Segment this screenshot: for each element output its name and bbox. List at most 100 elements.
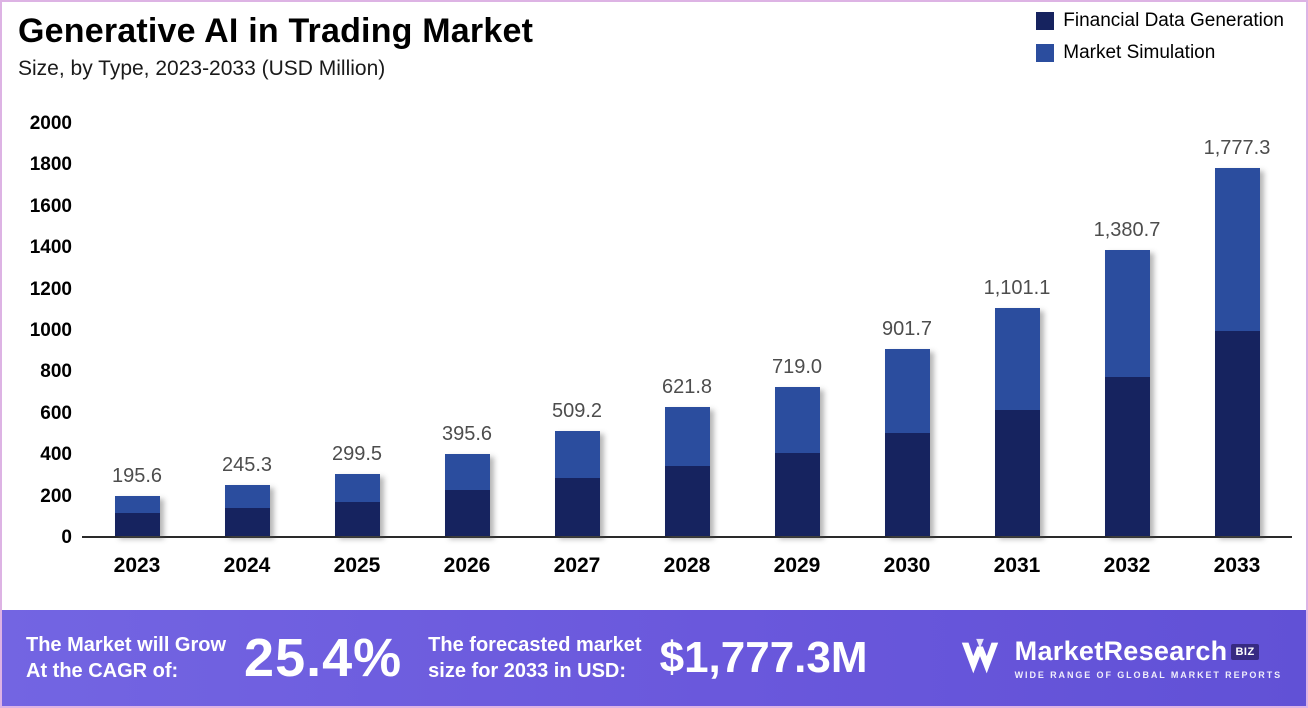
logo-text: MarketResearch BIZ WIDE RANGE OF GLOBAL … xyxy=(1015,636,1282,680)
bar-slot-2031: 1,101.1 xyxy=(962,277,1072,536)
bar-slot-2023: 195.6 xyxy=(82,465,192,536)
bar-segment-financial-data-generation xyxy=(1214,331,1260,536)
cagr-label: The Market will Grow At the CAGR of: xyxy=(26,632,226,684)
bar-segment-market-simulation xyxy=(444,454,490,491)
plot-wrap: 195.6 245.3 299.5 395.6 509.2 621.8 719.0 901.7… xyxy=(82,124,1292,600)
bar-slot-2032: 1,380.7 xyxy=(1072,219,1182,536)
legend-item-financial-data-generation: Financial Data Generation xyxy=(1036,10,1284,32)
bar-total-label: 719.0 xyxy=(771,356,823,379)
bar-segment-financial-data-generation xyxy=(994,409,1040,536)
legend-label: Financial Data Generation xyxy=(1063,10,1284,31)
bar-slot-2026: 395.6 xyxy=(412,423,522,536)
x-axis-label-2030: 2030 xyxy=(883,554,931,577)
bar-slot-2024: 245.3 xyxy=(192,454,302,536)
x-axis-label-2029: 2029 xyxy=(773,554,821,577)
chart-header: Generative AI in Trading Market Size, by… xyxy=(2,2,1306,106)
chart-title: Generative AI in Trading Market xyxy=(18,12,534,50)
bar-segment-financial-data-generation xyxy=(884,432,930,536)
bar-slot-2027: 509.2 xyxy=(522,400,632,536)
plot-area: 195.6 245.3 299.5 395.6 509.2 621.8 719.0 901.7… xyxy=(82,124,1292,538)
logo-suffix-badge: BIZ xyxy=(1231,643,1259,660)
x-axis: 2023 2024 2025 2026 2027 2028 2029 2030 2031 2032… xyxy=(82,554,1292,600)
x-axis-label-2031: 2031 xyxy=(993,554,1041,577)
marketresearch-logo: MarketResearch BIZ WIDE RANGE OF GLOBAL … xyxy=(957,635,1282,681)
bar-segment-financial-data-generation xyxy=(554,478,600,536)
cagr-value: 25.4% xyxy=(244,628,403,688)
y-tick-label: 1000 xyxy=(29,320,72,341)
x-axis-label-2023: 2023 xyxy=(113,554,161,577)
summary-banner: The Market will Grow At the CAGR of: 25.… xyxy=(2,610,1306,706)
bar-segment-financial-data-generation xyxy=(774,453,820,536)
bar-slot-2028: 621.8 xyxy=(632,376,742,536)
y-tick-label: 600 xyxy=(40,402,72,424)
y-tick-label: 400 xyxy=(40,444,72,466)
bar-total-label: 299.5 xyxy=(331,443,383,466)
marketresearch-logo-icon xyxy=(961,638,998,674)
bar-total-label: 195.6 xyxy=(111,464,163,487)
logo-name: MarketResearch xyxy=(1014,636,1228,666)
x-axis-label-2033: 2033 xyxy=(1213,554,1261,577)
stacked-bar-2027 xyxy=(554,430,600,536)
bar-slot-2029: 719.0 xyxy=(742,356,852,536)
stacked-bar-2033 xyxy=(1214,168,1260,536)
stacked-bar-2024 xyxy=(224,485,270,536)
bar-segment-market-simulation xyxy=(334,474,380,502)
bar-total-label: 621.8 xyxy=(661,376,713,399)
bar-segment-market-simulation xyxy=(884,349,930,433)
bar-segment-market-simulation xyxy=(1104,250,1150,377)
chart-subtitle: Size, by Type, 2023-2033 (USD Million) xyxy=(18,57,386,81)
legend-swatch-icon xyxy=(1036,44,1055,62)
bar-slot-2025: 299.5 xyxy=(302,443,412,536)
bar-segment-financial-data-generation xyxy=(1104,376,1150,536)
y-tick-label: 2000 xyxy=(29,113,72,134)
bar-segment-market-simulation xyxy=(224,485,270,509)
bar-total-label: 1,777.3 xyxy=(1203,137,1271,160)
bar-segment-market-simulation xyxy=(554,430,600,479)
bar-total-label: 1,101.1 xyxy=(983,277,1051,300)
forecast-label-line1: The forecasted market xyxy=(428,634,642,656)
x-axis-label-2028: 2028 xyxy=(663,554,711,577)
bar-segment-financial-data-generation xyxy=(664,465,710,536)
cagr-label-line1: The Market will Grow xyxy=(26,634,227,656)
x-axis-label-2026: 2026 xyxy=(443,554,491,577)
bar-segment-market-simulation xyxy=(664,407,710,466)
bar-total-label: 901.7 xyxy=(881,318,933,341)
bar-total-label: 245.3 xyxy=(221,454,273,477)
y-tick-label: 1600 xyxy=(29,195,72,217)
legend-label: Market Simulation xyxy=(1063,42,1216,63)
bar-segment-market-simulation xyxy=(774,387,820,454)
stacked-bar-2026 xyxy=(444,454,490,536)
bar-segment-market-simulation xyxy=(114,495,160,514)
forecast-value: $1,777.3M xyxy=(659,633,868,682)
logo-name-row: MarketResearch BIZ xyxy=(1015,636,1282,667)
forecast-label-line2: size for 2033 in USD: xyxy=(428,660,627,682)
y-tick-label: 1400 xyxy=(29,237,72,259)
y-tick-label: 200 xyxy=(40,485,72,507)
forecast-label: The forecasted market size for 2033 in U… xyxy=(428,632,641,684)
x-axis-label-2025: 2025 xyxy=(333,554,381,577)
y-tick-label: 800 xyxy=(40,361,72,383)
cagr-label-line2: At the CAGR of: xyxy=(26,660,179,682)
y-axis: 0 200 400 600 800 1000 1200 1400 1600 1800 2000 xyxy=(10,113,82,548)
stacked-bar-2025 xyxy=(334,474,380,536)
bar-segment-market-simulation xyxy=(994,308,1040,410)
stacked-bar-2023 xyxy=(114,495,160,536)
x-axis-label-2027: 2027 xyxy=(553,554,601,577)
bar-segment-financial-data-generation xyxy=(334,501,380,536)
x-axis-label-2024: 2024 xyxy=(223,554,271,577)
stacked-bar-2030 xyxy=(884,349,930,536)
bar-total-label: 1,380.7 xyxy=(1093,219,1161,242)
y-tick-label: 1200 xyxy=(29,278,72,300)
x-axis-label-2032: 2032 xyxy=(1103,554,1151,577)
legend-swatch-icon xyxy=(1036,12,1055,30)
stacked-bar-2031 xyxy=(994,308,1040,536)
bar-segment-market-simulation xyxy=(1214,168,1260,332)
bar-segment-financial-data-generation xyxy=(224,508,270,536)
legend: Financial Data Generation Market Simulat… xyxy=(1036,10,1284,64)
logo-tagline: WIDE RANGE OF GLOBAL MARKET REPORTS xyxy=(1014,670,1282,680)
bar-total-label: 509.2 xyxy=(551,399,603,422)
stacked-bar-2032 xyxy=(1104,250,1150,536)
stacked-bar-2029 xyxy=(774,387,820,536)
y-tick-label: 0 xyxy=(61,527,72,548)
